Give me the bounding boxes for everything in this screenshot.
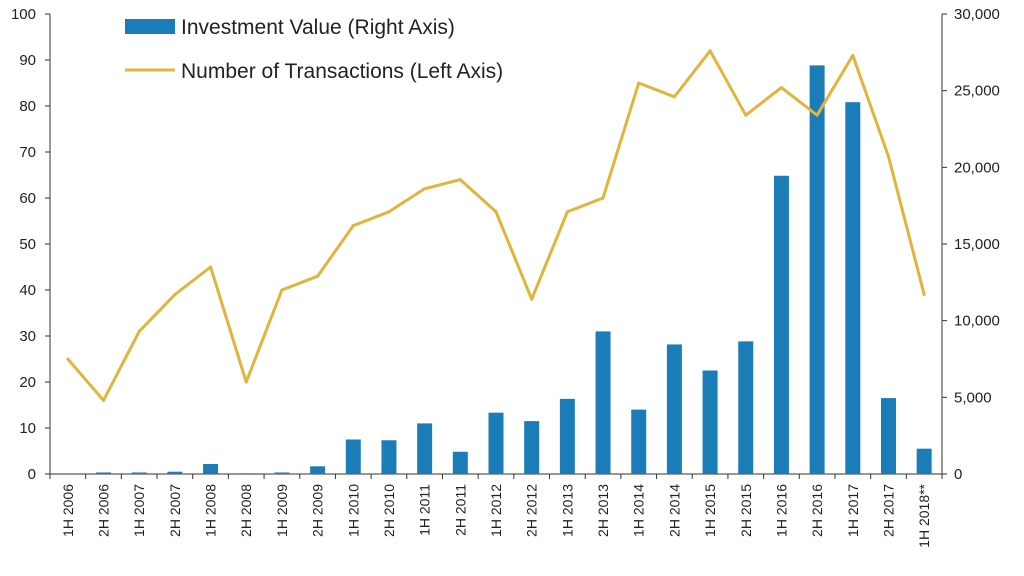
- transactions-point: [280, 288, 284, 292]
- x-category-label: 1H 2007: [131, 484, 147, 537]
- y-right-tick-label: 0: [954, 466, 962, 483]
- transactions-point: [851, 53, 855, 57]
- investment-bar: [274, 472, 290, 474]
- investment-bar: [345, 439, 361, 474]
- transactions-point: [708, 49, 712, 53]
- transactions-point: [209, 265, 213, 269]
- investment-bar: [809, 65, 825, 474]
- y-left-tick-label: 100: [11, 6, 36, 23]
- transactions-point: [102, 398, 106, 402]
- y-left-tick-label: 80: [19, 98, 36, 115]
- investment-bar: [559, 398, 575, 474]
- x-category-label: 1H 2010: [345, 484, 361, 537]
- investment-bar: [310, 466, 326, 474]
- x-category-label: 1H 2015: [702, 484, 718, 537]
- legend-bar-label: Investment Value (Right Axis): [181, 16, 455, 39]
- x-category-label: 1H 2008: [203, 484, 219, 537]
- investment-bar: [845, 102, 861, 475]
- x-category-label: 2H 2012: [524, 484, 540, 537]
- investment-bar: [773, 175, 789, 474]
- investment-bar: [524, 421, 540, 474]
- investment-bar: [167, 471, 183, 474]
- transactions-point: [815, 113, 819, 117]
- investment-bar: [452, 451, 468, 474]
- investment-bar: [666, 344, 682, 474]
- transactions-point: [351, 224, 355, 228]
- y-left-tick-label: 10: [19, 420, 36, 437]
- transactions-point: [744, 113, 748, 117]
- x-category-label: 1H 2011: [417, 484, 433, 536]
- y-left-tick-label: 0: [28, 466, 36, 483]
- investment-bar: [738, 341, 754, 474]
- transactions-point: [637, 81, 641, 85]
- transactions-point: [316, 274, 320, 278]
- transactions-point: [922, 293, 926, 297]
- y-left-tick-label: 30: [19, 328, 36, 345]
- x-category-label: 1H 2018**: [916, 483, 932, 547]
- y-right-tick-label: 25,000: [954, 83, 1000, 100]
- transactions-point: [137, 329, 141, 333]
- transactions-point: [886, 155, 890, 159]
- transactions-point: [173, 293, 177, 297]
- transactions-point: [530, 297, 534, 301]
- transactions-point: [66, 357, 70, 361]
- transactions-point: [387, 210, 391, 214]
- y-left-tick-label: 70: [19, 144, 36, 161]
- y-right-tick-label: 10,000: [954, 313, 1000, 330]
- investment-bar: [417, 423, 433, 474]
- investment-bar: [702, 370, 718, 474]
- x-category-label: 1H 2012: [488, 484, 504, 537]
- x-category-label: 2H 2008: [238, 484, 254, 537]
- transactions-point: [458, 178, 462, 182]
- x-category-label: 2H 2006: [96, 484, 112, 537]
- transactions-point: [565, 210, 569, 214]
- legend: Investment Value (Right Axis) Number of …: [125, 16, 503, 83]
- x-category-label: 1H 2017: [845, 484, 861, 537]
- transactions-point: [779, 86, 783, 90]
- investment-bar: [916, 448, 932, 474]
- investment-bar: [488, 412, 504, 474]
- investment-bar: [595, 331, 611, 474]
- x-category-label: 1H 2013: [559, 484, 575, 537]
- y-left-tick-label: 50: [19, 236, 36, 253]
- x-category-label: 1H 2006: [60, 484, 76, 537]
- x-category-label: 2H 2011: [452, 484, 468, 536]
- y-left-tick-label: 20: [19, 374, 36, 391]
- investment-bar: [238, 473, 254, 474]
- y-left-tick-label: 40: [19, 282, 36, 299]
- y-right-tick-label: 20,000: [954, 159, 1000, 176]
- y-left-tick-label: 60: [19, 190, 36, 207]
- x-category-label: 2H 2013: [595, 484, 611, 537]
- x-category-label: 1H 2014: [631, 484, 647, 537]
- investment-bar: [631, 409, 647, 474]
- investment-bar: [203, 464, 219, 474]
- x-category-label: 2H 2016: [809, 484, 825, 537]
- legend-bar-swatch: [125, 19, 175, 34]
- transactions-point: [423, 187, 427, 191]
- y-right-tick-label: 30,000: [954, 6, 1000, 23]
- investment-bar: [96, 472, 112, 474]
- x-category-label: 2H 2014: [666, 484, 682, 537]
- transactions-line: [66, 49, 926, 402]
- x-category-label: 2H 2009: [310, 484, 326, 537]
- y-left-tick-label: 90: [19, 52, 36, 69]
- x-category-label: 1H 2009: [274, 484, 290, 537]
- investment-bar: [131, 472, 147, 474]
- x-category-label: 1H 2016: [773, 484, 789, 537]
- x-category-label: 2H 2007: [167, 484, 183, 537]
- transactions-point: [672, 95, 676, 99]
- investment-bar: [880, 398, 896, 474]
- x-category-label: 2H 2015: [738, 484, 754, 537]
- x-category-label: 2H 2010: [381, 484, 397, 537]
- y-right-tick-label: 5,000: [954, 389, 992, 406]
- investment-bar: [381, 440, 397, 474]
- transactions-point: [244, 380, 248, 384]
- y-right-tick-label: 15,000: [954, 236, 1000, 253]
- x-category-label: 2H 2017: [880, 484, 896, 537]
- transactions-point: [601, 196, 605, 200]
- transactions-point: [494, 210, 498, 214]
- legend-line-label: Number of Transactions (Left Axis): [181, 60, 503, 83]
